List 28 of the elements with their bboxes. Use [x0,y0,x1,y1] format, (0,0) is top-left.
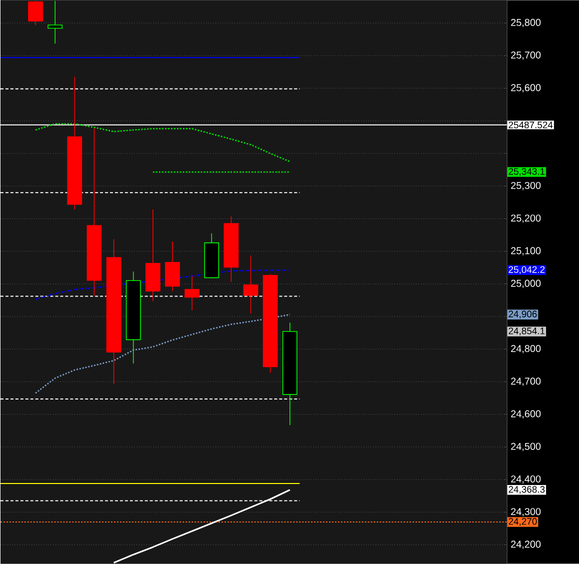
candlestick [165,241,180,292]
candlestick [184,275,200,311]
ref-line-label: 25487.524 [508,122,553,128]
y-tick-label: 25,800 [511,18,541,28]
y-tick-label: 24,700 [511,378,541,386]
text: 24,854.1 [508,328,545,336]
y-tick-label: 25,700 [511,52,541,60]
y-tick-label: 24,300 [511,508,541,516]
y-tick-label: 24,400 [511,476,541,484]
text: 24,368.3 [508,486,545,494]
candlestick [48,0,63,44]
text: 25,343.1 [508,168,545,176]
y-tick-label: 24,600 [511,410,541,419]
ref-line-label: 24,270 [508,518,537,526]
y-tick-label: 25,300 [511,182,541,190]
y-tick-label: 25,600 [511,84,541,92]
line-series [34,269,291,300]
y-tick-label: 25,200 [511,214,541,223]
candlestick [243,255,258,314]
text: 25,042.2 [508,266,545,274]
y-tick-label: 25,000 [511,280,541,288]
text: 24,906 [508,310,537,319]
y-tick-label: 24,500 [511,442,541,452]
y-tick-label: 24,800 [511,345,541,354]
line-series [34,314,291,394]
y-tick-label: 25,100 [511,247,541,256]
candlestick [28,0,43,26]
y-tick-label: 24,200 [511,540,541,549]
